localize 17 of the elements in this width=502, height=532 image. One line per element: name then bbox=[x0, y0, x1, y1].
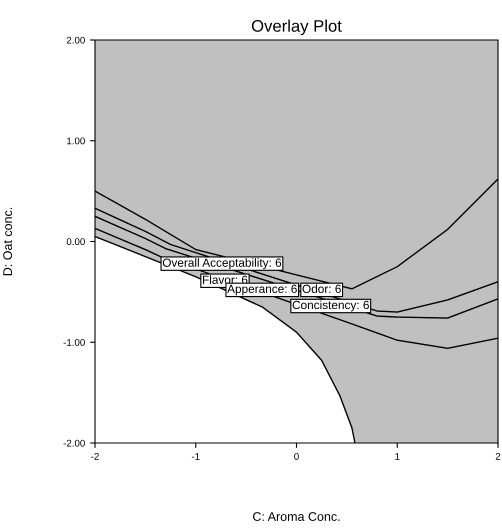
y-tick-label: -1.00 bbox=[64, 338, 85, 346]
x-tick-label: -2 bbox=[91, 452, 99, 460]
y-tick-label: 1.00 bbox=[67, 137, 85, 144]
y-tick-label: 2.00 bbox=[66, 36, 85, 44]
x-tick-label: 2 bbox=[496, 452, 500, 460]
x-tick-label: 0 bbox=[294, 452, 299, 460]
annotation: Overall Acceptability: 6 bbox=[162, 258, 282, 270]
x-tick-label: 1 bbox=[395, 453, 400, 460]
x-tick-label: -1 bbox=[192, 453, 200, 460]
chart-title: Overlay Plot bbox=[252, 20, 342, 36]
annotation: Concistency: 6 bbox=[292, 300, 369, 312]
annotation: Apperance: 6 bbox=[227, 284, 297, 296]
y-axis-title: D: Oat conc. bbox=[3, 208, 12, 276]
annotation: Odor: 6 bbox=[302, 284, 341, 294]
y-tick-label: -2.00 bbox=[64, 440, 85, 447]
x-axis-title: C: Aroma Conc. bbox=[253, 512, 340, 521]
y-tick-label: 0.00 bbox=[66, 238, 85, 246]
